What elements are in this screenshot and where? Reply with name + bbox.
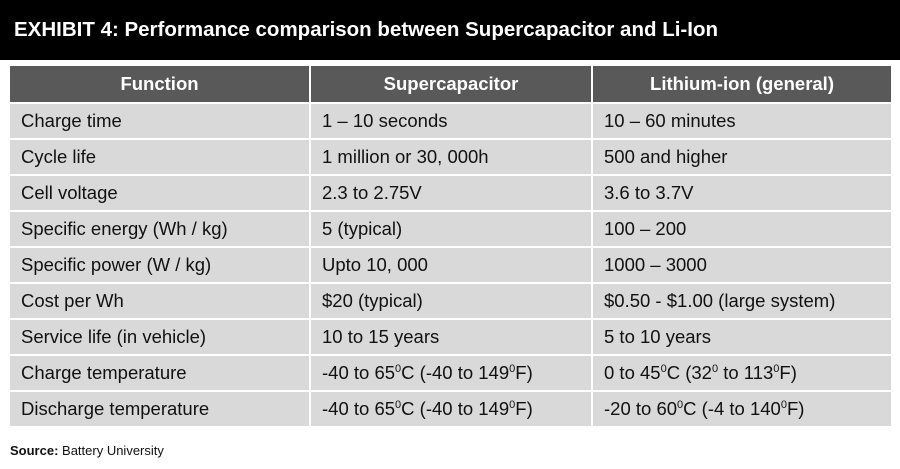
- header-function: Function: [10, 66, 311, 104]
- header-lithium-ion: Lithium-ion (general): [591, 66, 891, 104]
- cell-text-segment: -40 to 65: [322, 362, 396, 383]
- cell-lithium-ion: 3.6 to 3.7V: [591, 174, 891, 212]
- cell-text-segment: F): [515, 362, 533, 383]
- cell-text-segment: 500 and higher: [604, 146, 728, 167]
- cell-supercapacitor: 2.3 to 2.75V: [309, 174, 593, 212]
- cell-supercapacitor: 10 to 15 years: [309, 318, 593, 356]
- cell-lithium-ion: 0 to 450C (320 to 1130F): [591, 354, 891, 392]
- source-note: Source: Battery University: [10, 443, 164, 458]
- table-header-row: Function Supercapacitor Lithium-ion (gen…: [10, 66, 891, 104]
- cell-text-segment: 100 – 200: [604, 218, 687, 239]
- table-row: Service life (in vehicle) 10 to 15 years 5…: [10, 318, 891, 356]
- cell-text-segment: -40 to 65: [322, 398, 396, 419]
- source-label: Source:: [10, 443, 59, 458]
- cell-supercapacitor: -40 to 650C (-40 to 1490F): [309, 354, 593, 392]
- cell-text-segment: $0.50 - $1.00 (large system): [604, 290, 836, 311]
- cell-text-segment: F): [786, 398, 805, 419]
- superscript-degree: 0: [677, 399, 684, 411]
- cell-function: Cost per Wh: [10, 282, 311, 320]
- exhibit-title: EXHIBIT 4: Performance comparison betwee…: [14, 18, 718, 41]
- table-row: Charge time 1 – 10 seconds 10 – 60 minutes: [10, 102, 891, 140]
- cell-supercapacitor: 5 (typical): [309, 210, 593, 248]
- cell-text-segment: C (-40 to 149: [401, 398, 510, 419]
- cell-text-segment: C (-40 to 149: [401, 362, 510, 383]
- superscript-degree: 0: [509, 363, 516, 375]
- table-row: Specific power (W / kg) Upto 10, 000 1000 …: [10, 246, 891, 284]
- cell-function: Specific power (W / kg): [10, 246, 311, 284]
- cell-lithium-ion: 5 to 10 years: [591, 318, 891, 356]
- cell-function: Service life (in vehicle): [10, 318, 311, 356]
- cell-text-segment: 1 million or 30, 000h: [322, 146, 489, 167]
- superscript-degree: 0: [660, 363, 667, 375]
- superscript-degree: 0: [780, 399, 787, 411]
- cell-text-segment: $20 (typical): [322, 290, 423, 311]
- header-supercapacitor: Supercapacitor: [309, 66, 593, 104]
- cell-text-segment: C (32: [666, 362, 712, 383]
- cell-text-segment: -20 to 60: [604, 398, 678, 419]
- cell-function: Charge time: [10, 102, 311, 140]
- comparison-table-container: Function Supercapacitor Lithium-ion (gen…: [10, 66, 891, 426]
- superscript-degree: 0: [711, 363, 719, 375]
- cell-supercapacitor: 1 – 10 seconds: [309, 102, 593, 140]
- superscript-degree: 0: [773, 363, 780, 375]
- cell-lithium-ion: 500 and higher: [591, 138, 891, 176]
- cell-lithium-ion: 1000 – 3000: [591, 246, 891, 284]
- cell-lithium-ion: 100 – 200: [591, 210, 891, 248]
- cell-text-segment: F): [779, 362, 797, 383]
- table-row: Cell voltage 2.3 to 2.75V 3.6 to 3.7V: [10, 174, 891, 212]
- cell-function: Specific energy (Wh / kg): [10, 210, 311, 248]
- superscript-degree: 0: [509, 399, 516, 411]
- table-row: Specific energy (Wh / kg) 5 (typical) 100 …: [10, 210, 891, 248]
- cell-function: Cycle life: [10, 138, 311, 176]
- table-row: Cost per Wh $20 (typical) $0.50 - $1.00 (l…: [10, 282, 891, 320]
- cell-function: Cell voltage: [10, 174, 311, 212]
- cell-supercapacitor: 1 million or 30, 000h: [309, 138, 593, 176]
- table-row: Discharge temperature -40 to 650C (-40 to…: [10, 390, 891, 426]
- cell-lithium-ion: 10 – 60 minutes: [591, 102, 891, 140]
- exhibit-title-bar: EXHIBIT 4: Performance comparison betwee…: [0, 0, 900, 60]
- cell-text-segment: 10 to 15 years: [322, 326, 440, 347]
- cell-function: Discharge temperature: [10, 390, 311, 426]
- cell-text-segment: 3.6 to 3.7V: [604, 182, 694, 203]
- cell-text-segment: 0 to 45: [604, 362, 661, 383]
- cell-text-segment: C (-4 to 140: [683, 398, 781, 419]
- superscript-degree: 0: [395, 399, 402, 411]
- cell-text-segment: 2.3 to 2.75V: [322, 182, 422, 203]
- cell-text-segment: F): [515, 398, 533, 419]
- comparison-table: Function Supercapacitor Lithium-ion (gen…: [10, 66, 891, 426]
- cell-text-segment: 1000 – 3000: [604, 254, 707, 275]
- cell-supercapacitor: $20 (typical): [309, 282, 593, 320]
- table-row: Cycle life 1 million or 30, 000h 500 and h…: [10, 138, 891, 176]
- table-body: Charge time 1 – 10 seconds 10 – 60 minutes…: [10, 102, 891, 426]
- cell-supercapacitor: -40 to 650C (-40 to 1490F): [309, 390, 593, 426]
- cell-text-segment: 10 – 60 minutes: [604, 110, 736, 131]
- cell-text-segment: Upto 10, 000: [322, 254, 428, 275]
- table-row: Charge temperature -40 to 650C (-40 to 14…: [10, 354, 891, 392]
- superscript-degree: 0: [395, 363, 402, 375]
- cell-supercapacitor: Upto 10, 000: [309, 246, 593, 284]
- cell-text-segment: to 113: [718, 362, 774, 383]
- cell-lithium-ion: $0.50 - $1.00 (large system): [591, 282, 891, 320]
- cell-text-segment: 5 (typical): [322, 218, 403, 239]
- cell-function: Charge temperature: [10, 354, 311, 392]
- cell-text-segment: 1 – 10 seconds: [322, 110, 448, 131]
- cell-text-segment: 5 to 10 years: [604, 326, 711, 347]
- source-text: Battery University: [58, 443, 164, 458]
- cell-lithium-ion: -20 to 600C (-4 to 1400F): [591, 390, 891, 426]
